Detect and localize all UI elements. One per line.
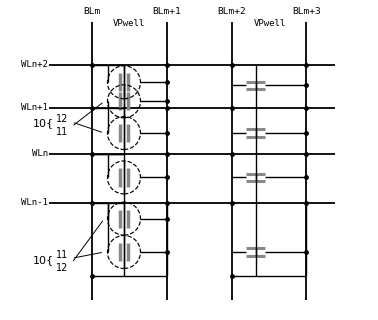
Text: BLm: BLm [84,7,101,16]
Text: WLn+1: WLn+1 [21,103,48,112]
Text: BLm+1: BLm+1 [152,7,181,16]
Text: 11: 11 [56,127,69,137]
Text: WLn-1: WLn-1 [21,198,48,207]
Text: VPwell: VPwell [113,19,145,28]
Text: 10{: 10{ [33,118,54,129]
Text: 10{: 10{ [33,255,54,265]
Text: WLn+2: WLn+2 [21,60,48,69]
Text: 12: 12 [56,114,69,124]
Text: 12: 12 [56,263,69,273]
Text: BLm+3: BLm+3 [292,7,321,16]
Text: BLm+2: BLm+2 [217,7,246,16]
Text: VPwell: VPwell [254,19,286,28]
Text: 11: 11 [56,250,69,260]
Text: WLn: WLn [32,149,48,158]
